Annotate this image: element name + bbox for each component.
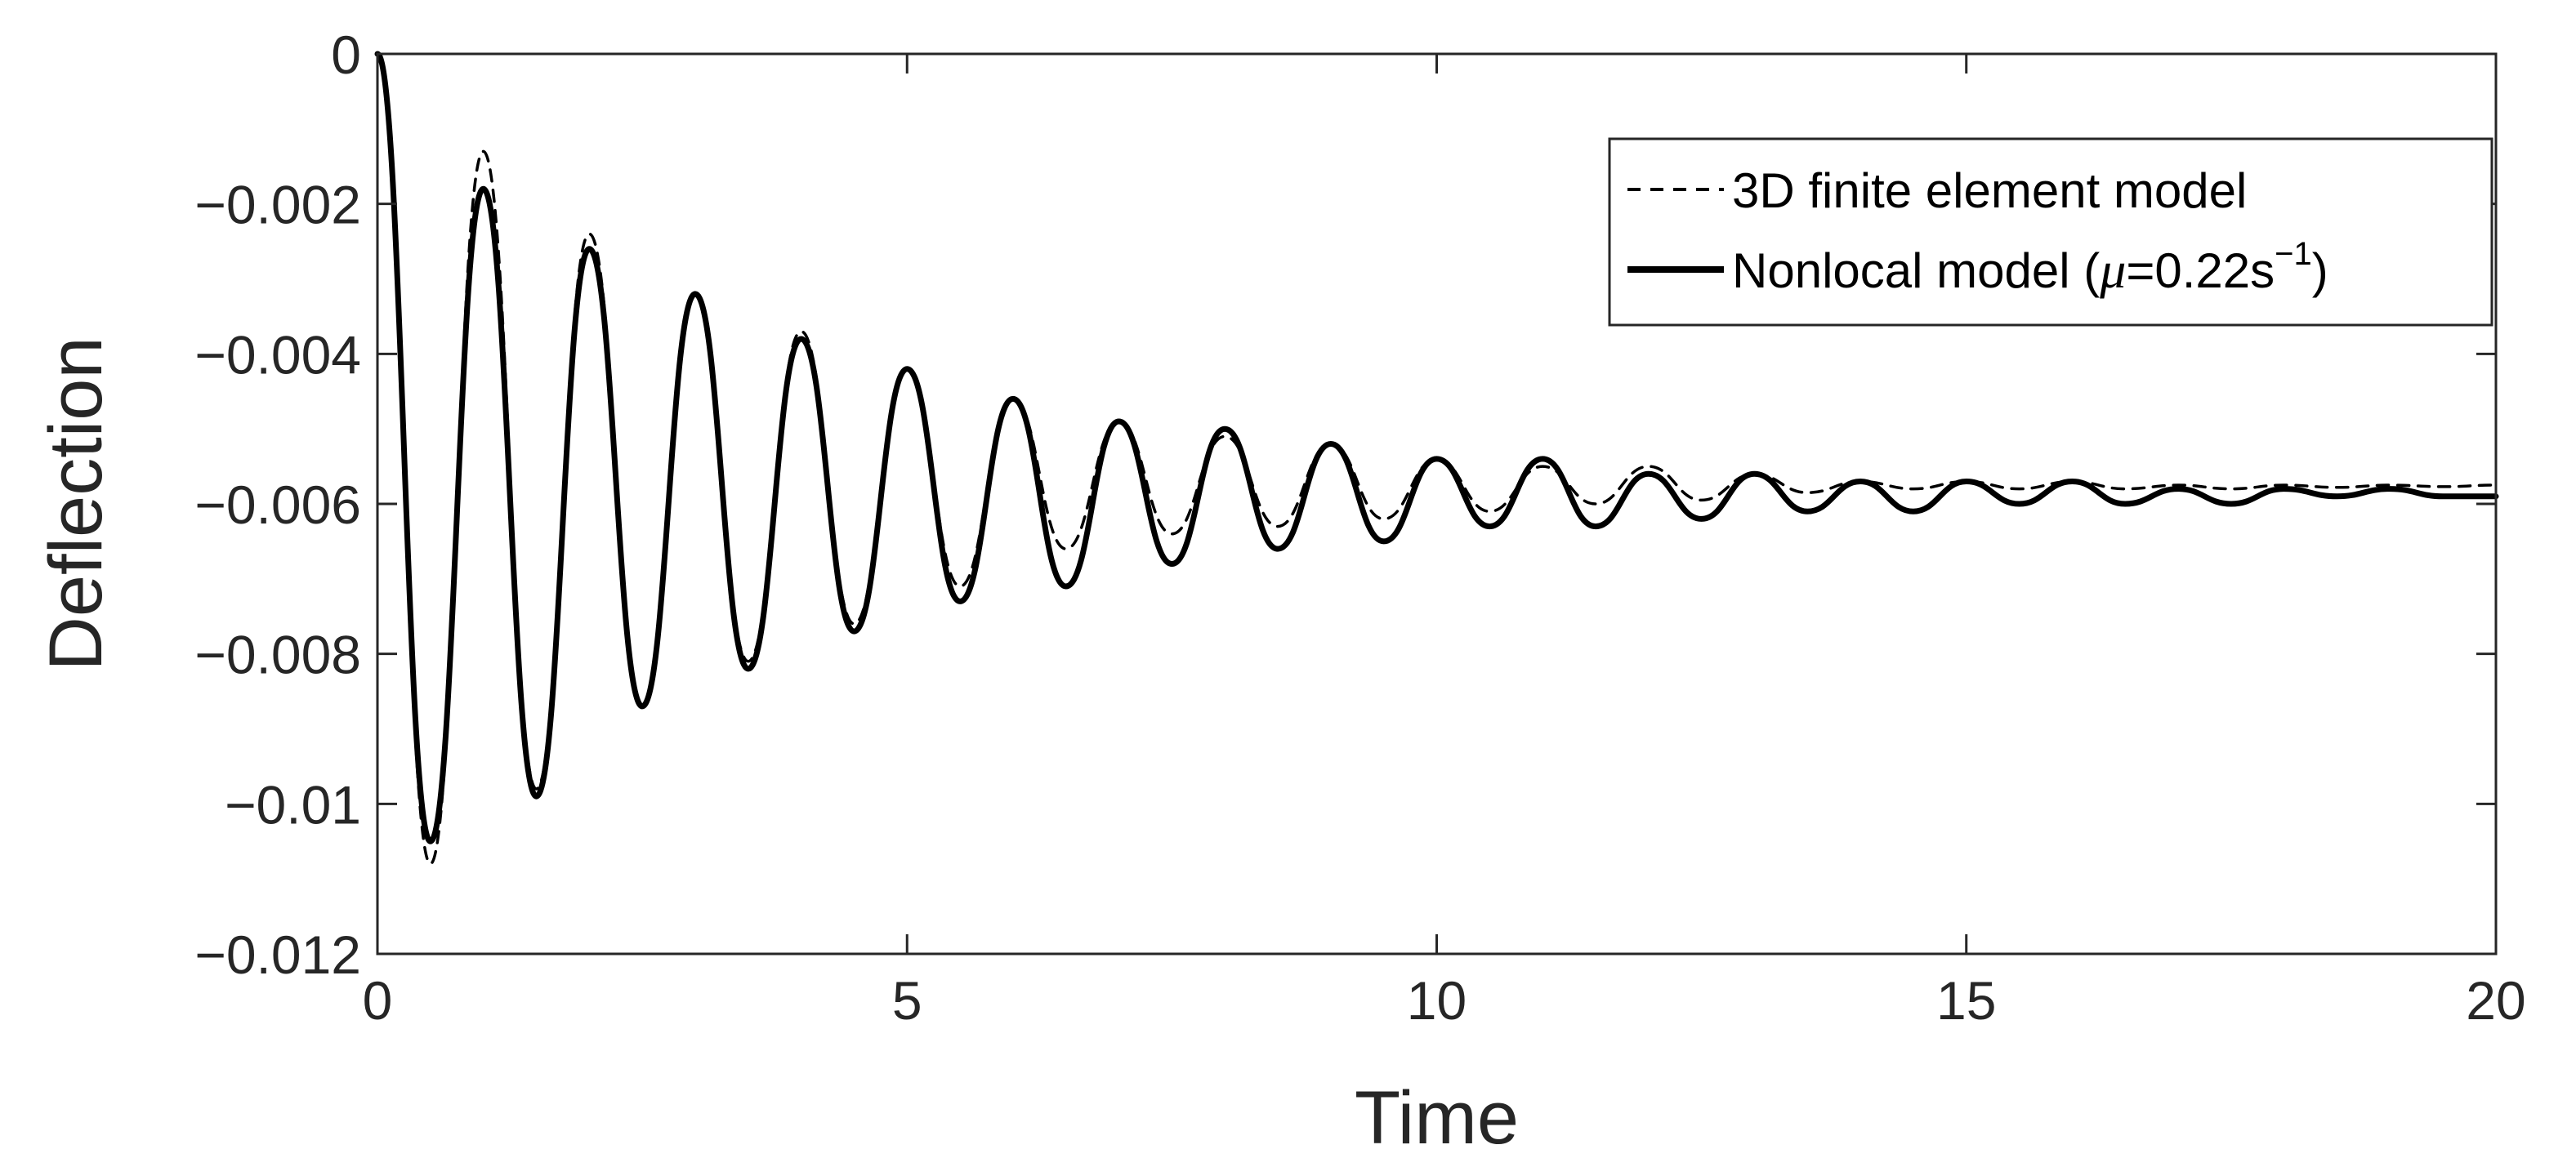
legend-nonlocal-mu: μ <box>2099 241 2126 299</box>
x-tick-label: 0 <box>363 970 393 1031</box>
legend-nonlocal-prefix: Nonlocal model ( <box>1732 243 2100 298</box>
x-tick-label: 20 <box>2466 970 2525 1031</box>
y-tick-label: −0.012 <box>194 924 361 985</box>
y-tick-label: −0.006 <box>194 474 361 535</box>
series-line-nonlocal <box>374 51 2499 844</box>
legend-nonlocal-exponent: −1 <box>2275 236 2312 272</box>
legend: 3D finite element model Nonlocal model (… <box>1608 137 2493 327</box>
legend-label-fem: 3D finite element model <box>1732 163 2247 218</box>
y-tick-label: −0.004 <box>194 324 361 385</box>
x-tick-label: 10 <box>1407 970 1467 1031</box>
y-axis-label: Deflection <box>34 336 118 670</box>
legend-label-nonlocal: Nonlocal model (μ=0.22s−1) <box>1732 236 2328 299</box>
x-tick-label: 15 <box>1936 970 1996 1031</box>
y-tick-label: −0.01 <box>225 774 361 835</box>
legend-nonlocal-value: =0.22s <box>2126 243 2275 298</box>
legend-nonlocal-suffix: ) <box>2312 243 2328 298</box>
x-tick-label: 5 <box>892 970 922 1031</box>
x-axis-label: Time <box>1355 1076 1519 1160</box>
y-tick-label: −0.008 <box>194 625 361 685</box>
axes-layer: 0 5 10 15 20 0 −0.002 −0.004 −0.006 −0.008 −0.01 −0… <box>194 24 2525 1031</box>
series-layer <box>374 51 2499 866</box>
y-tick-label: 0 <box>331 24 361 85</box>
y-tick-label: −0.002 <box>194 175 361 235</box>
legend-box <box>1608 137 2493 327</box>
